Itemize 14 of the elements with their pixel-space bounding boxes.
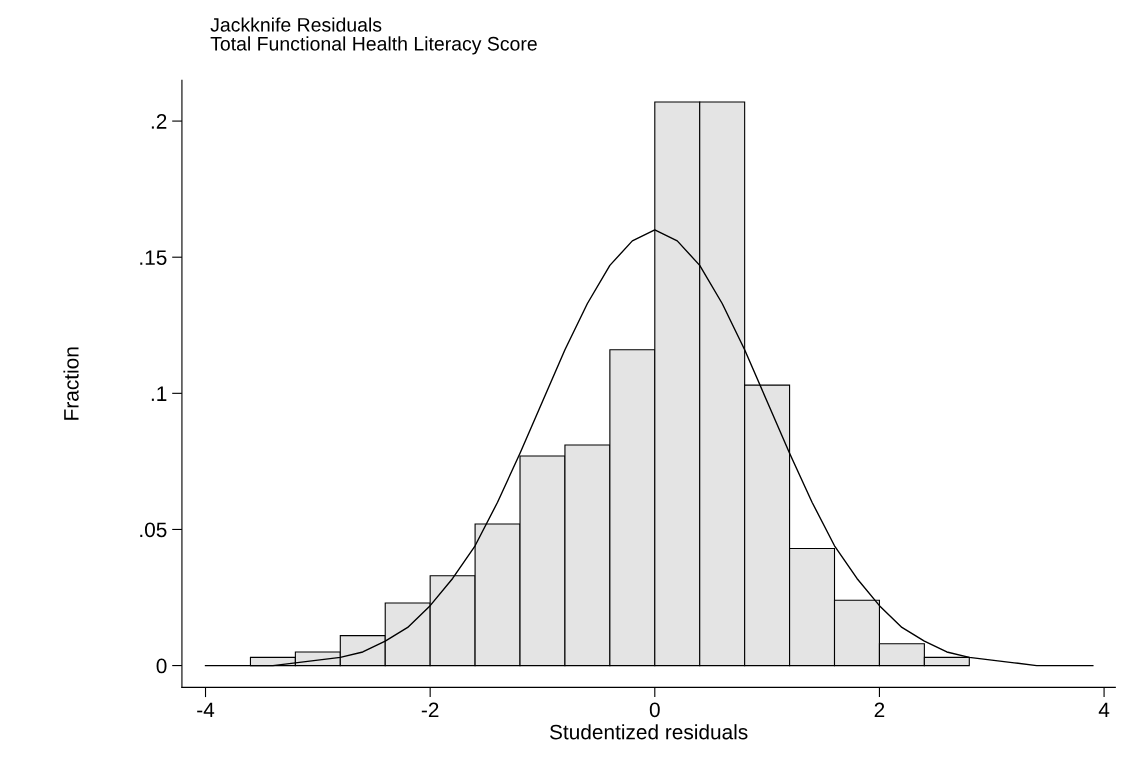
y-tick-label: .2 (151, 114, 167, 129)
x-tick-label: 2 (874, 702, 885, 718)
x-tick-label: 0 (649, 702, 660, 718)
y-tick-label: 0 (156, 658, 167, 674)
y-tick-label: .15 (140, 250, 167, 265)
y-tick-label: .1 (151, 386, 167, 401)
x-tick-label: 4 (1098, 702, 1110, 718)
x-axis-title: Studentized residuals (549, 724, 748, 740)
y-axis-title: Fraction (63, 347, 79, 420)
chart-subtitle: Total Functional Health Literacy Score (210, 36, 537, 55)
x-tick-label: -4 (197, 702, 215, 718)
y-tick-label: .05 (140, 522, 167, 538)
x-tick-label: -2 (421, 702, 439, 718)
chart-title: Jackknife Residuals (210, 17, 382, 32)
